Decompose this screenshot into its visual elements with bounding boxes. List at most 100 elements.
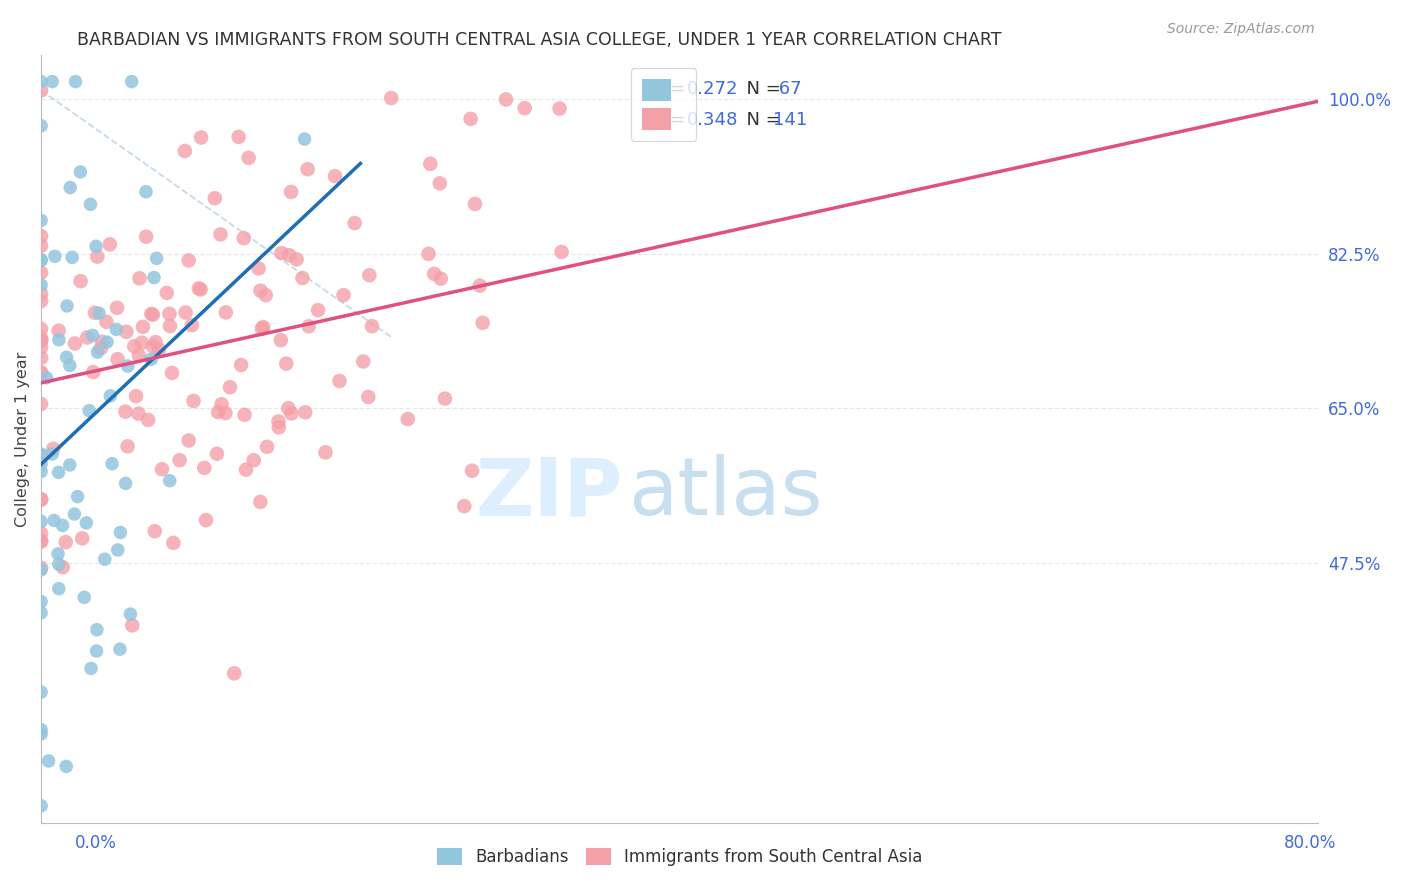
Point [361, 319, 384, 334]
Point [148, 343, 170, 357]
Point [247, 261, 270, 276]
Point [183, 394, 205, 409]
Point [90, 341, 112, 355]
Text: 0.0%: 0.0% [75, 834, 117, 852]
Point [419, 157, 441, 171]
Point [98, 237, 121, 252]
Point [30, 492, 52, 507]
Point [42, 442, 65, 456]
Point [86, 345, 108, 359]
Point [59, 458, 82, 472]
Point [232, 231, 254, 245]
Text: BARBADIAN VS IMMIGRANTS FROM SOUTH CENTRAL ASIA COLLEGE, UNDER 1 YEAR CORRELATIO: BARBADIAN VS IMMIGRANTS FROM SOUTH CENTR… [77, 31, 1002, 49]
Point [96, 335, 118, 350]
Point [143, 270, 166, 285]
Point [495, 92, 517, 106]
Point [132, 319, 155, 334]
Point [94, 552, 117, 566]
Point [211, 397, 233, 411]
Point [145, 252, 167, 266]
Point [30, 447, 52, 461]
Point [291, 271, 314, 285]
Point [278, 248, 301, 262]
Point [30, 83, 52, 97]
Point [204, 191, 226, 205]
Text: R =: R = [651, 111, 690, 128]
Point [59, 359, 82, 373]
Text: Source: ZipAtlas.com: Source: ZipAtlas.com [1167, 22, 1315, 37]
Text: N =: N = [734, 80, 786, 98]
Point [107, 543, 129, 558]
Point [143, 524, 166, 539]
Point [59, 180, 82, 194]
Point [82, 365, 104, 379]
Point [84, 306, 107, 320]
Point [127, 407, 149, 421]
Point [63, 507, 86, 521]
Point [30, 526, 52, 541]
Point [314, 445, 336, 459]
Point [80, 661, 103, 675]
Point [30, 294, 52, 309]
Point [30, 278, 52, 293]
Point [107, 352, 129, 367]
Point [250, 321, 273, 335]
Point [96, 315, 118, 329]
Point [215, 305, 238, 319]
Point [30, 119, 52, 133]
Point [30, 252, 52, 267]
Point [105, 322, 128, 336]
Point [86, 623, 108, 637]
Point [86, 250, 108, 264]
Point [252, 320, 274, 334]
Point [128, 271, 150, 285]
Point [461, 464, 484, 478]
Point [141, 307, 163, 321]
Text: ZIP: ZIP [475, 454, 623, 533]
Point [69, 165, 91, 179]
Point [77, 403, 100, 417]
Point [173, 144, 195, 158]
Point [101, 457, 124, 471]
Point [242, 453, 264, 467]
Point [332, 288, 354, 302]
Point [30, 333, 52, 347]
Point [30, 75, 52, 89]
Point [46, 547, 69, 561]
Point [48, 333, 70, 347]
Point [513, 101, 536, 115]
Point [66, 490, 89, 504]
Point [294, 132, 316, 146]
Point [30, 351, 52, 365]
Point [207, 405, 229, 419]
Point [135, 229, 157, 244]
Point [52, 560, 75, 574]
Point [30, 492, 52, 507]
Point [219, 380, 242, 394]
Point [249, 284, 271, 298]
Text: 141: 141 [773, 111, 807, 128]
Point [114, 404, 136, 418]
Point [229, 358, 252, 372]
Point [159, 474, 181, 488]
Point [117, 439, 139, 453]
Point [357, 390, 380, 404]
Point [380, 91, 402, 105]
Point [433, 392, 456, 406]
Point [238, 151, 260, 165]
Point [294, 405, 316, 419]
Point [121, 618, 143, 632]
Point [30, 606, 52, 620]
Point [228, 129, 250, 144]
Point [160, 366, 183, 380]
Text: R =: R = [651, 80, 690, 98]
Point [48, 582, 70, 596]
Point [41, 75, 63, 89]
Point [30, 727, 52, 741]
Point [298, 319, 321, 334]
Point [396, 412, 419, 426]
Point [190, 283, 212, 297]
Point [177, 253, 200, 268]
Point [30, 253, 52, 268]
Point [30, 334, 52, 348]
